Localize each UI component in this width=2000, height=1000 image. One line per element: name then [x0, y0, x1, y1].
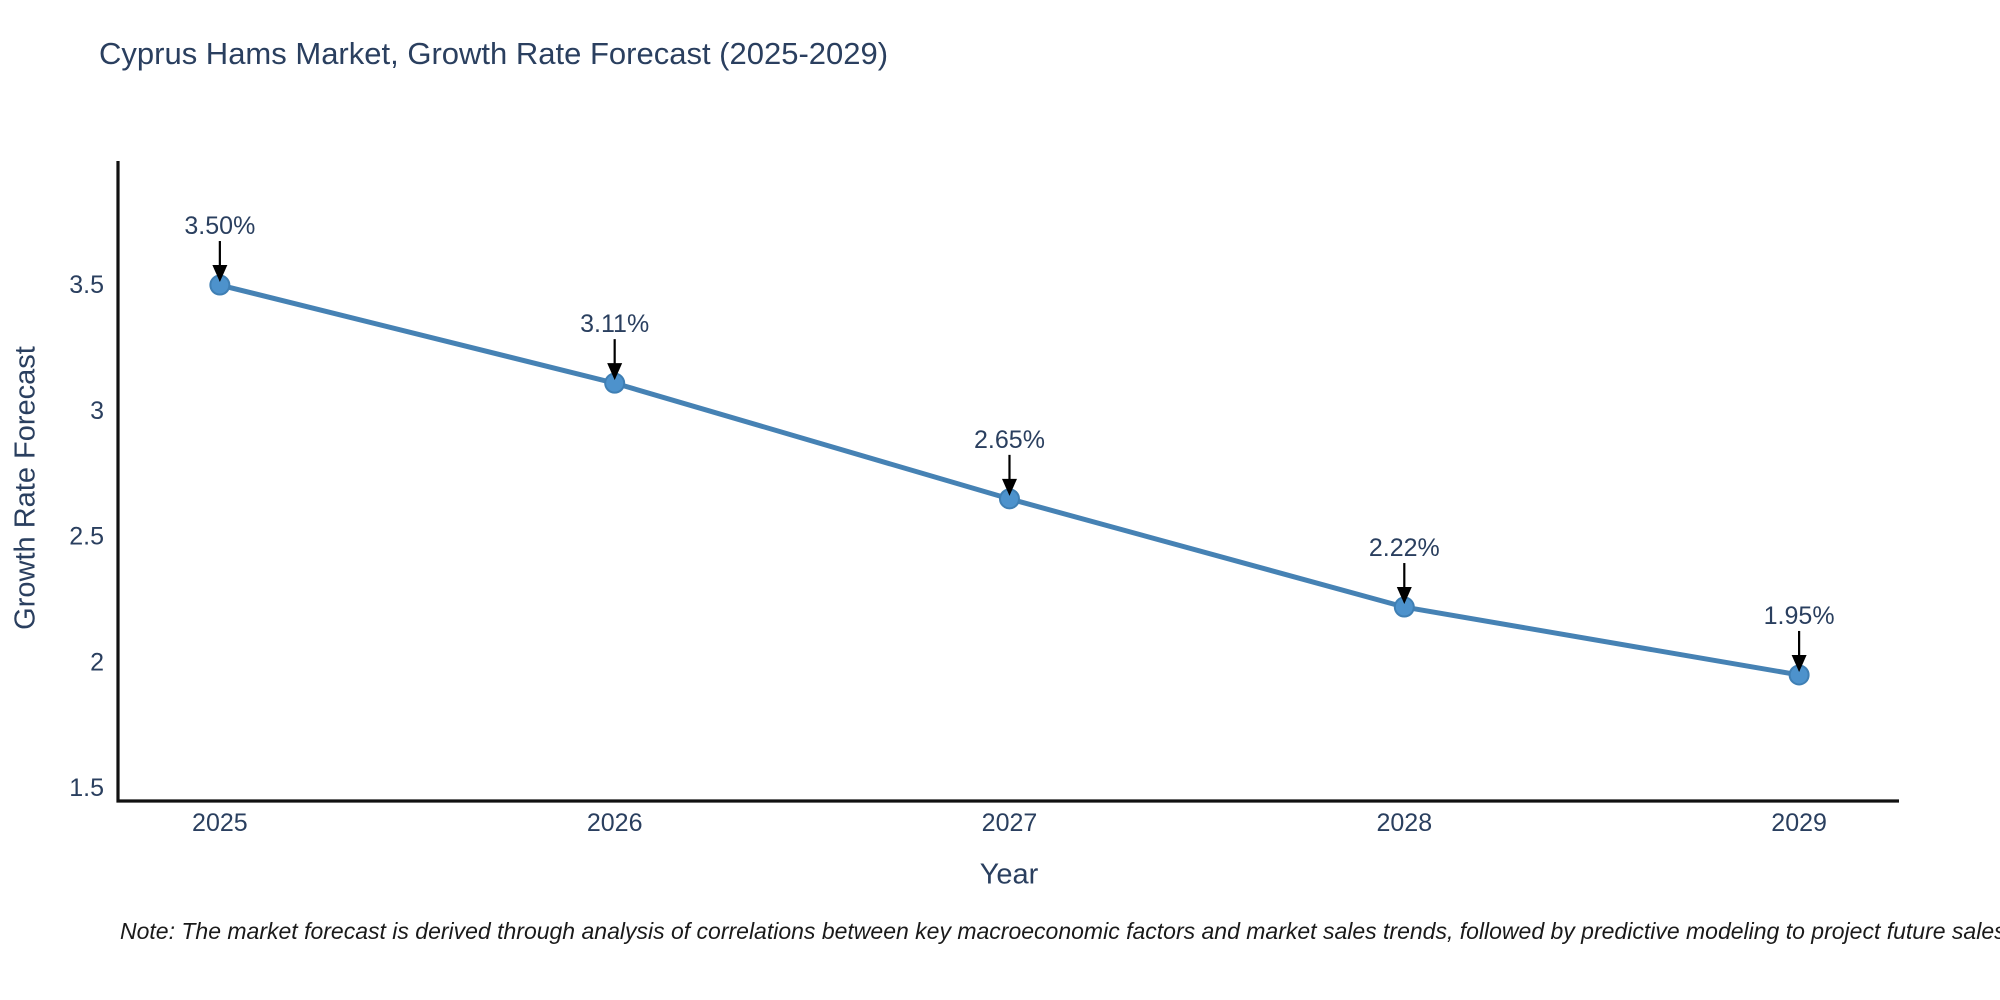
x-tick-label: 2025: [192, 809, 248, 837]
y-axis-title: Growth Rate Forecast: [9, 346, 42, 630]
annotation-arrow-head: [1791, 654, 1807, 672]
x-axis-title: Year: [979, 858, 1039, 891]
y-tick-label: 2: [90, 648, 104, 676]
annotation-arrow-head: [1001, 478, 1017, 496]
x-tick-label: 2028: [1376, 809, 1432, 837]
annotation-arrow-head: [212, 265, 228, 283]
chart-title: Cyprus Hams Market, Growth Rate Forecast…: [99, 36, 889, 71]
y-tick-label: 2.5: [69, 523, 104, 551]
x-tick-label: 2027: [982, 809, 1038, 837]
x-tick-label: 2029: [1771, 809, 1827, 837]
annotation-arrow-head: [607, 363, 623, 381]
x-tick-label: 2026: [587, 809, 643, 837]
annotation-label: 3.50%: [184, 212, 255, 240]
footnote-text: Note: The market forecast is derived thr…: [120, 918, 2000, 944]
annotation-label: 2.65%: [974, 426, 1045, 454]
annotation-label: 2.22%: [1369, 534, 1440, 562]
y-tick-label: 3.5: [69, 271, 104, 299]
annotation-label: 3.11%: [580, 310, 649, 338]
axis-lines: [116, 161, 1899, 803]
annotation-arrow-head: [1396, 587, 1412, 605]
annotation-label: 1.95%: [1764, 602, 1835, 630]
y-tick-label: 1.5: [69, 774, 104, 802]
y-tick-label: 3: [90, 397, 104, 425]
